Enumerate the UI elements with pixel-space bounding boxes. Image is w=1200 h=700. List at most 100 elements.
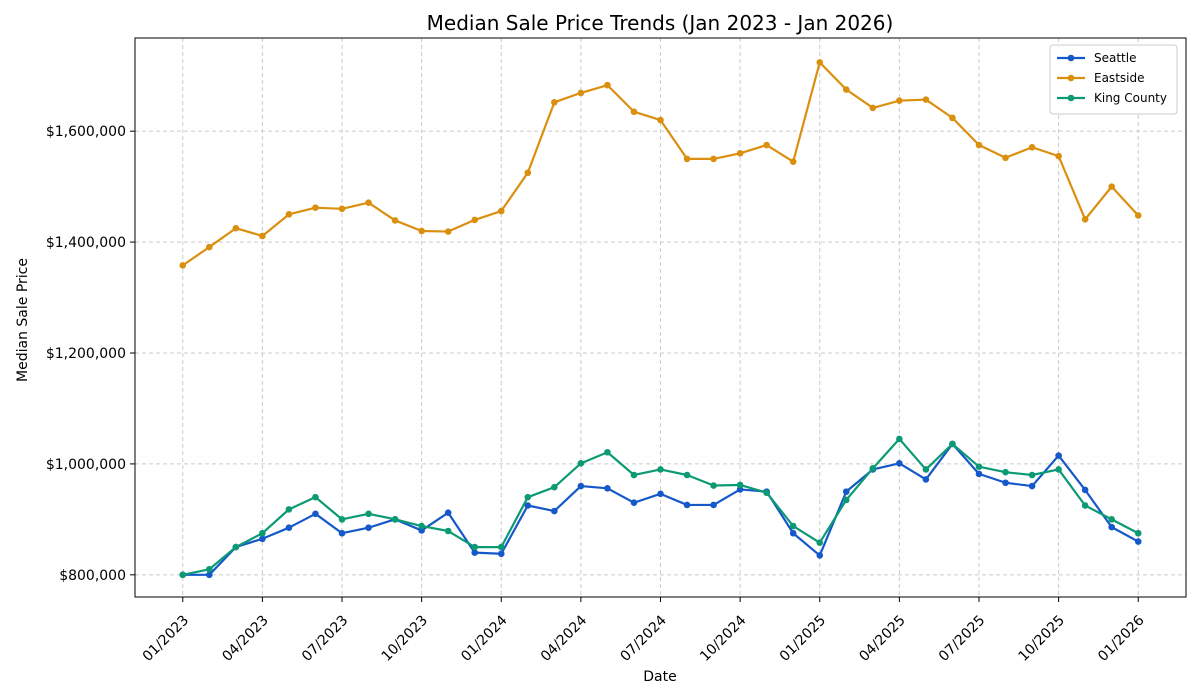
data-point-king-county	[763, 489, 770, 497]
data-point-seattle	[285, 524, 293, 531]
series-seattle	[179, 440, 1142, 579]
data-point-eastside	[949, 114, 956, 122]
data-point-king-county	[922, 466, 930, 473]
data-point-seattle	[816, 552, 824, 559]
data-point-eastside	[1002, 154, 1009, 162]
series-eastside	[179, 59, 1142, 269]
y-tick-label: $1,000,000	[46, 457, 126, 473]
ticks-layer: 01/2023 04/2023 07/2023 10/2023 01/2024 04/20…	[46, 124, 1148, 665]
data-point-king-county	[232, 543, 240, 551]
data-point-king-county	[789, 522, 797, 530]
data-point-king-county	[1134, 529, 1142, 537]
y-axis-label: Median Sale Price	[15, 258, 31, 382]
data-point-king-county	[285, 506, 293, 513]
legend-marker-eastside	[1067, 74, 1075, 82]
x-tick-label: 04/2024	[538, 612, 591, 665]
x-tick-label: 10/2024	[697, 612, 750, 665]
x-tick-label: 01/2023	[140, 612, 192, 664]
legend-box	[1049, 44, 1178, 115]
data-point-eastside	[630, 108, 638, 116]
data-point-eastside	[232, 224, 240, 232]
data-point-seattle	[206, 571, 213, 579]
x-tick-label: 01/2025	[777, 612, 829, 664]
data-point-king-county	[259, 529, 266, 537]
x-tick-label: 04/2023	[219, 612, 271, 664]
data-point-seattle	[683, 501, 691, 509]
data-point-eastside	[763, 141, 770, 149]
data-point-seattle	[1055, 452, 1062, 459]
data-point-seattle	[896, 460, 903, 467]
chart-title: Median Sale Price Trends (Jan 2023 - Jan…	[427, 11, 894, 35]
data-point-king-county	[551, 483, 558, 491]
data-point-eastside	[789, 158, 797, 165]
data-point-seattle	[789, 529, 797, 537]
data-point-eastside	[444, 228, 452, 235]
data-point-eastside	[657, 116, 664, 124]
data-point-king-county	[1002, 468, 1009, 476]
series-king-county	[179, 435, 1142, 579]
data-point-seattle	[710, 501, 717, 509]
data-point-king-county	[710, 482, 717, 489]
data-point-seattle	[842, 488, 850, 495]
data-point-king-county	[418, 522, 425, 530]
data-point-king-county	[683, 471, 691, 479]
data-point-seattle	[577, 482, 585, 490]
data-point-king-county	[444, 527, 452, 535]
data-point-king-county	[206, 565, 213, 573]
data-point-king-county	[312, 493, 319, 501]
legend-label-seattle: Seattle	[1094, 51, 1136, 65]
y-tick-label: $800,000	[59, 568, 126, 584]
x-tick-label: 07/2025	[936, 612, 988, 664]
data-point-seattle	[259, 535, 266, 543]
data-point-seattle	[630, 499, 638, 507]
data-point-seattle	[365, 524, 372, 531]
data-point-king-county	[869, 465, 877, 472]
data-point-eastside	[577, 89, 585, 97]
data-point-eastside	[365, 199, 372, 207]
x-tick-label: 10/2025	[1016, 612, 1068, 664]
data-point-eastside	[1108, 183, 1115, 190]
data-point-seattle	[1134, 538, 1142, 545]
data-point-king-county	[1108, 516, 1115, 523]
data-point-eastside	[391, 217, 399, 224]
data-point-eastside	[551, 99, 558, 106]
data-point-king-county	[577, 460, 585, 467]
data-point-seattle	[922, 476, 930, 483]
data-point-king-county	[1028, 471, 1036, 479]
data-point-eastside	[206, 243, 213, 251]
data-point-eastside	[869, 104, 877, 112]
y-tick-label: $1,400,000	[46, 235, 126, 251]
data-point-king-county	[497, 543, 505, 551]
x-tick-label: 10/2023	[379, 612, 431, 664]
data-point-eastside	[338, 205, 346, 213]
data-point-eastside	[736, 150, 744, 157]
data-point-king-county	[365, 510, 372, 518]
data-point-seattle	[1081, 486, 1089, 494]
data-point-seattle	[497, 550, 505, 558]
data-point-seattle	[524, 502, 532, 509]
x-tick-label: 07/2023	[299, 612, 351, 664]
data-point-king-county	[179, 571, 187, 579]
data-point-eastside	[179, 262, 187, 269]
data-point-king-county	[949, 440, 956, 448]
x-tick-label: 01/2026	[1095, 612, 1148, 665]
data-point-king-county	[816, 539, 824, 546]
data-point-king-county	[736, 481, 744, 489]
data-point-eastside	[312, 204, 319, 211]
data-point-eastside	[524, 169, 532, 177]
data-point-eastside	[683, 155, 691, 163]
data-point-eastside	[896, 97, 903, 104]
legend: Seattle Eastside King County	[1049, 44, 1178, 115]
series-layer	[179, 59, 1142, 579]
data-point-eastside	[1055, 152, 1062, 160]
data-point-seattle	[604, 485, 611, 492]
data-point-seattle	[1002, 479, 1009, 487]
data-point-seattle	[1028, 482, 1036, 490]
legend-marker-king-county	[1067, 94, 1075, 102]
data-point-seattle	[551, 507, 558, 515]
data-point-seattle	[1108, 523, 1115, 531]
data-point-eastside	[285, 211, 293, 218]
data-point-king-county	[842, 496, 850, 504]
